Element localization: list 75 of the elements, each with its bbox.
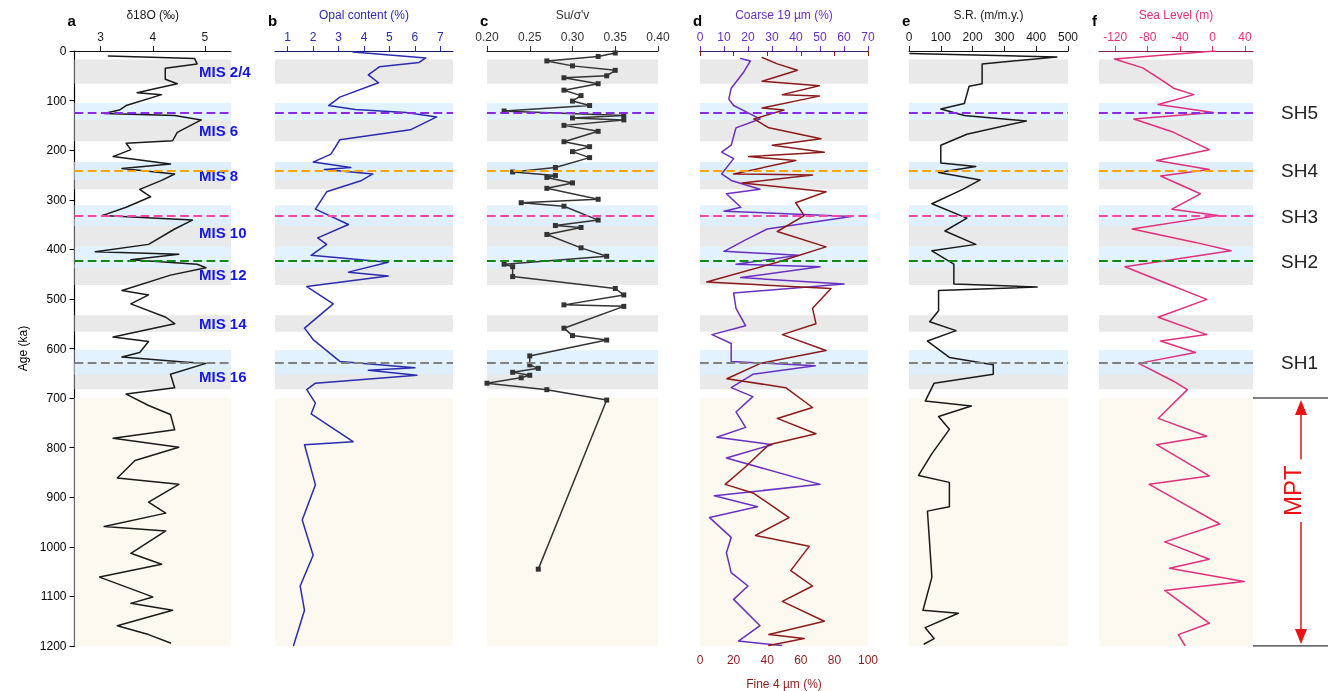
x-tick-label: 3 bbox=[334, 30, 342, 44]
x-tick-label: 60 bbox=[794, 653, 808, 667]
x-tick-label: 4 bbox=[149, 30, 157, 44]
x-tick-label: 500 bbox=[1057, 30, 1079, 44]
x-tick-label: 200 bbox=[962, 30, 983, 44]
band-label: MIS 14 bbox=[199, 314, 248, 332]
x2-axis-title: Coarse 19 µm (%) bbox=[735, 8, 833, 22]
x-axis-title: Opal content (%) bbox=[318, 8, 409, 22]
x-tick-label: 20 bbox=[726, 653, 741, 667]
band-label: MIS 12 bbox=[199, 266, 247, 284]
x-tick-label: 40 bbox=[760, 653, 775, 667]
band-label: MPT bbox=[1278, 465, 1306, 517]
x-axis-title: δ18O (‰) bbox=[126, 8, 180, 22]
x-tick-label: 5 bbox=[385, 30, 393, 44]
x-axis-title: Fine 4 µm (%) bbox=[746, 677, 822, 691]
x-tick-label: 100 bbox=[857, 653, 879, 667]
ref-line-label: SH3 bbox=[1281, 205, 1318, 227]
y-tick-label: 1000 bbox=[39, 539, 67, 554]
x-tick-label: 100 bbox=[930, 30, 952, 44]
chart-title: d bbox=[693, 12, 703, 29]
x-tick-label: 300 bbox=[994, 30, 1015, 44]
y-tick-label: 300 bbox=[46, 192, 67, 207]
x-tick-label: 0 bbox=[905, 30, 913, 44]
x2-tick-label: 70 bbox=[861, 30, 875, 44]
x-tick-label: 4 bbox=[360, 30, 368, 44]
x-tick-label: 400 bbox=[1026, 30, 1047, 44]
x2-tick-label: 10 bbox=[717, 30, 731, 44]
band-label: MIS 16 bbox=[199, 367, 247, 385]
y-tick-label: 900 bbox=[46, 490, 67, 505]
chart-title: e bbox=[902, 12, 911, 29]
ref-line-label: SH1 bbox=[1281, 352, 1318, 374]
ref-line-label: SH2 bbox=[1281, 250, 1318, 272]
x-tick-label: 0.25 bbox=[517, 30, 542, 44]
y-tick-label: 700 bbox=[46, 391, 67, 406]
x-tick-label: 3 bbox=[97, 30, 105, 44]
x-tick-label: 0.30 bbox=[560, 30, 585, 44]
x-tick-label: 6 bbox=[411, 30, 419, 44]
y-tick-label: 800 bbox=[46, 440, 67, 455]
chart-title: f bbox=[1092, 12, 1098, 29]
x-tick-label: 5 bbox=[201, 30, 209, 44]
x-tick-label: 0 bbox=[696, 653, 704, 667]
x-axis-title: Sea Level (m) bbox=[1138, 8, 1214, 22]
band-label: MIS 6 bbox=[199, 122, 239, 140]
x-tick-label: 40 bbox=[1238, 30, 1252, 44]
chart-title: c bbox=[479, 12, 489, 29]
x-tick-label: -40 bbox=[1171, 30, 1190, 44]
y-tick-label: 1100 bbox=[40, 589, 67, 604]
x2-tick-label: 50 bbox=[813, 30, 827, 44]
x-tick-label: -120 bbox=[1103, 30, 1128, 44]
x-tick-label: 7 bbox=[436, 30, 444, 44]
y-axis-title: Age (ka) bbox=[15, 325, 30, 372]
y-tick-label: 500 bbox=[46, 291, 67, 306]
ref-line-label: SH4 bbox=[1281, 160, 1319, 182]
x-tick-label: 1 bbox=[283, 30, 291, 44]
ref-line-label: SH5 bbox=[1281, 102, 1318, 124]
y-tick-label: 100 bbox=[46, 93, 67, 108]
chart-title: b bbox=[267, 12, 277, 29]
band-label: MIS 10 bbox=[199, 224, 247, 242]
x-axis-title: Su/σ'v bbox=[555, 8, 590, 22]
x-tick-label: 0.20 bbox=[475, 30, 499, 44]
x-tick-label: 2 bbox=[309, 30, 317, 44]
x-tick-label: -80 bbox=[1138, 30, 1157, 44]
chart-title: a bbox=[67, 12, 77, 29]
y-tick-label: 200 bbox=[46, 143, 67, 158]
band-label: MIS 2/4 bbox=[199, 63, 252, 81]
y-tick-label: 600 bbox=[46, 341, 67, 356]
x-tick-label: 80 bbox=[827, 653, 842, 667]
x-tick-label: 0.35 bbox=[603, 30, 627, 44]
y-tick-label: 1200 bbox=[39, 639, 67, 653]
y-tick-label: 400 bbox=[46, 242, 67, 257]
y-tick-label: 0 bbox=[59, 44, 67, 58]
x-tick-label: 0.40 bbox=[646, 30, 670, 44]
x-tick-label: 0 bbox=[1209, 30, 1217, 44]
x-axis-title: S.R. (m/m.y.) bbox=[953, 8, 1024, 22]
x2-tick-label: 30 bbox=[765, 30, 779, 44]
